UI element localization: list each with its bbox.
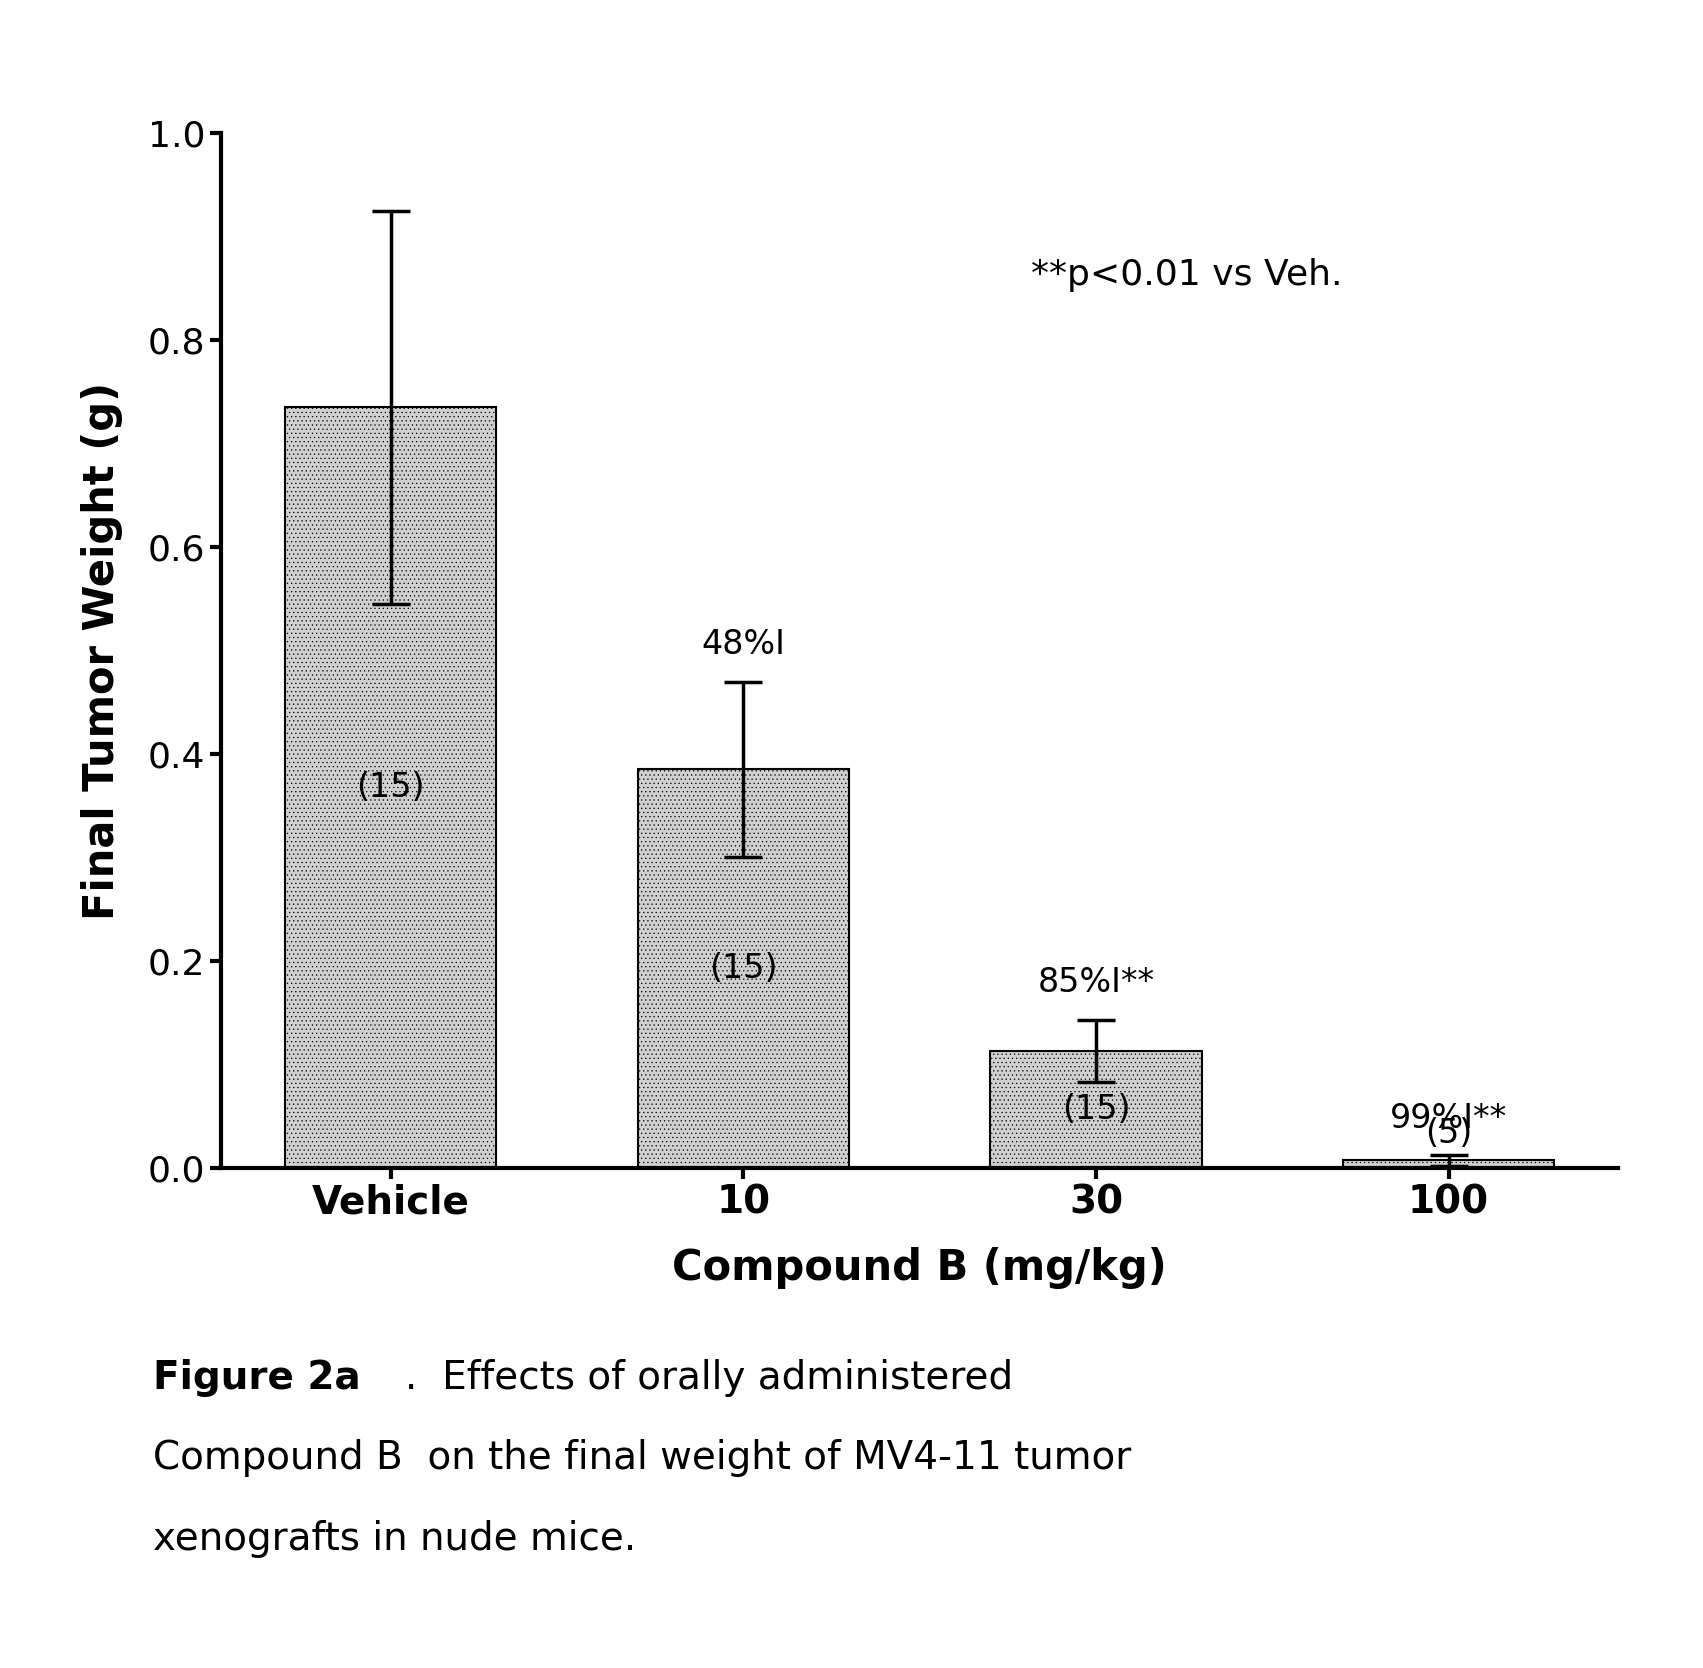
Text: Compound B  on the final weight of MV4-11 tumor: Compound B on the final weight of MV4-11… — [153, 1439, 1131, 1478]
Text: (5): (5) — [1425, 1118, 1471, 1149]
Text: (15): (15) — [708, 952, 778, 986]
Text: **p<0.01 vs Veh.: **p<0.01 vs Veh. — [1032, 257, 1344, 292]
Text: (15): (15) — [356, 771, 426, 804]
Text: 99%I**: 99%I** — [1390, 1101, 1507, 1134]
Text: (15): (15) — [1061, 1093, 1131, 1126]
X-axis label: Compound B (mg/kg): Compound B (mg/kg) — [673, 1246, 1167, 1289]
Y-axis label: Final Tumor Weight (g): Final Tumor Weight (g) — [80, 382, 123, 919]
Bar — [284, 407, 497, 1168]
Bar — [637, 769, 850, 1168]
Text: xenografts in nude mice.: xenografts in nude mice. — [153, 1520, 637, 1558]
Bar — [1342, 1161, 1555, 1168]
Text: .  Effects of orally administered: . Effects of orally administered — [405, 1359, 1013, 1398]
Text: Figure 2a: Figure 2a — [153, 1359, 361, 1398]
Text: 48%I: 48%I — [702, 627, 785, 661]
Text: 85%I**: 85%I** — [1037, 966, 1155, 999]
Bar — [989, 1051, 1202, 1168]
